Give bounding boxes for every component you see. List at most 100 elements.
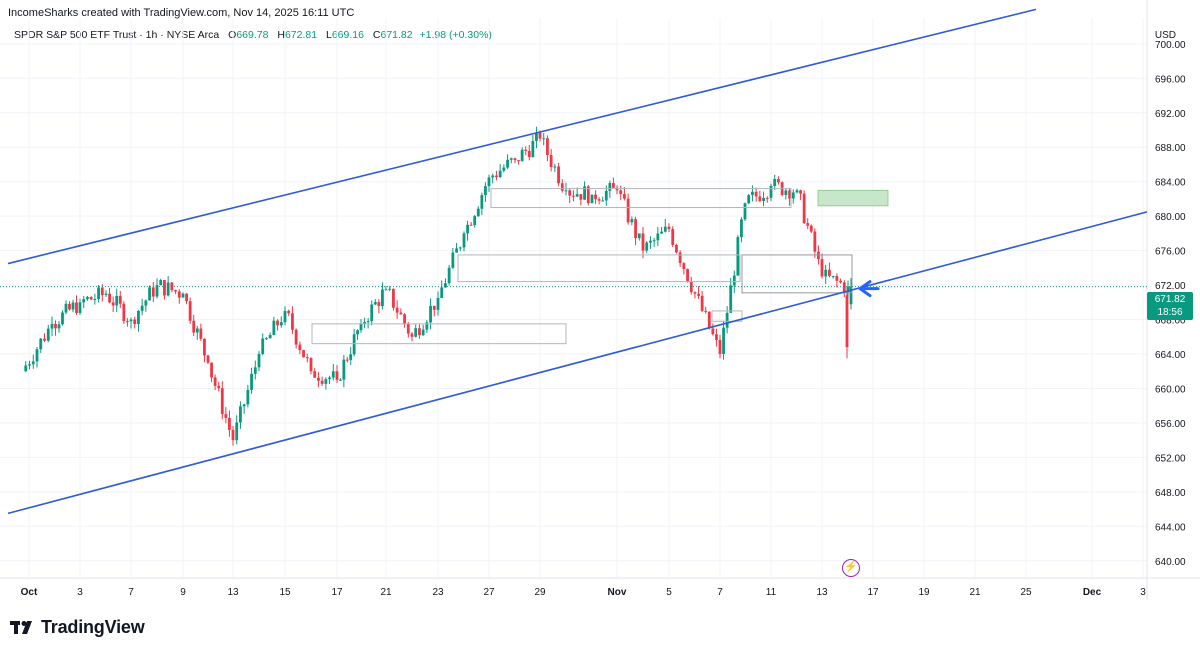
candle-body xyxy=(707,311,711,329)
candle-body xyxy=(339,379,342,381)
candle-body xyxy=(82,299,86,303)
candle-body xyxy=(185,293,188,302)
candle-body xyxy=(572,195,575,197)
candle-body xyxy=(331,371,335,378)
last-price-value: 671.82 xyxy=(1154,294,1186,305)
candle-body xyxy=(166,282,170,296)
x-tick-label: 19 xyxy=(918,587,930,598)
x-tick-label: 23 xyxy=(432,587,444,598)
candle-body xyxy=(410,333,414,337)
candle-body xyxy=(140,305,144,311)
candle-body xyxy=(604,190,608,201)
candle-body xyxy=(115,295,119,306)
candle-body xyxy=(151,287,155,297)
candle-body xyxy=(291,313,294,330)
candle-body xyxy=(498,170,502,178)
x-tick-label: 9 xyxy=(180,587,186,598)
candle-body xyxy=(444,283,447,288)
candle-body xyxy=(506,159,509,168)
candle-body xyxy=(64,303,68,313)
x-tick-label: 29 xyxy=(534,587,546,598)
candle-body xyxy=(564,190,568,192)
candle-body xyxy=(553,166,557,168)
lightning-icon[interactable]: ⚡ xyxy=(842,559,860,577)
candle-body xyxy=(429,305,432,323)
candle-body xyxy=(265,338,268,340)
candle-body xyxy=(305,357,309,359)
candle-body xyxy=(835,275,839,281)
high-value: 672.81 xyxy=(284,29,318,41)
candle-body xyxy=(283,310,287,323)
candle-body xyxy=(57,324,61,329)
candle-body xyxy=(743,203,747,220)
candle-body xyxy=(784,190,788,195)
candle-body xyxy=(473,216,477,226)
candle-body xyxy=(86,296,89,300)
candle-body xyxy=(213,377,217,386)
symbol-title[interactable]: SPDR S&P 500 ETF Trust · 1h · NYSE Arca xyxy=(14,29,220,41)
candle-body xyxy=(246,389,250,405)
candle-body xyxy=(820,259,824,277)
candle-body xyxy=(287,310,291,314)
candle-body xyxy=(689,281,693,293)
last-price-tag: 671.82 18:56 xyxy=(1147,292,1193,320)
candle-body xyxy=(75,302,78,313)
candle-body xyxy=(129,319,133,322)
open-value: 669.78 xyxy=(236,29,269,41)
candle-body xyxy=(517,160,520,162)
candle-body xyxy=(619,190,623,195)
brand-logo[interactable]: TradingView xyxy=(10,617,145,638)
y-tick-label: 684.00 xyxy=(1155,178,1186,189)
currency-label[interactable]: USD xyxy=(1154,30,1176,41)
candle-body xyxy=(302,350,305,358)
candle-body xyxy=(769,186,773,198)
y-tick-label: 688.00 xyxy=(1155,143,1186,154)
candle-body xyxy=(762,197,765,202)
candle-body xyxy=(399,312,403,315)
candle-body xyxy=(199,328,203,339)
candle-body xyxy=(418,328,421,336)
candles xyxy=(24,126,853,446)
chart-credit: IncomeSharks created with TradingView.co… xyxy=(8,7,355,19)
candle-body xyxy=(660,231,663,234)
candle-body xyxy=(414,328,418,337)
y-tick-label: 696.00 xyxy=(1155,74,1186,85)
channel-line-upper xyxy=(7,8,1037,265)
candle-body xyxy=(239,406,242,423)
candle-body xyxy=(279,322,283,326)
x-tick-label: 13 xyxy=(816,587,828,598)
candle-body xyxy=(188,301,192,321)
candle-body xyxy=(641,233,645,251)
candle-body xyxy=(133,319,137,324)
candle-body xyxy=(313,371,317,378)
candle-body xyxy=(298,344,302,351)
candle-body xyxy=(700,295,704,311)
candle-body xyxy=(462,233,466,248)
candle-body xyxy=(845,295,849,348)
y-tick-label: 652.00 xyxy=(1155,453,1186,464)
candle-body xyxy=(725,312,729,328)
x-tick-label: 15 xyxy=(279,587,291,598)
candle-body xyxy=(148,287,151,301)
candle-body xyxy=(527,150,531,158)
candle-body xyxy=(203,338,206,356)
candle-body xyxy=(242,404,246,407)
liquidity-box xyxy=(311,323,567,345)
candle-body xyxy=(377,302,381,307)
candle-body xyxy=(791,192,795,199)
candle-body xyxy=(557,166,560,184)
x-tick-label: 5 xyxy=(666,587,672,598)
x-tick-label: 17 xyxy=(331,587,343,598)
candle-body xyxy=(788,190,791,199)
candle-body xyxy=(682,263,686,270)
candle-body xyxy=(542,138,546,140)
candle-body xyxy=(61,312,64,325)
y-tick-label: 700.00 xyxy=(1155,40,1186,51)
candle-body xyxy=(352,334,356,355)
candle-body xyxy=(455,248,458,253)
candle-body xyxy=(718,339,722,354)
x-tick-label: 27 xyxy=(483,587,495,598)
candle-body xyxy=(623,194,626,199)
candle-body xyxy=(451,252,455,268)
